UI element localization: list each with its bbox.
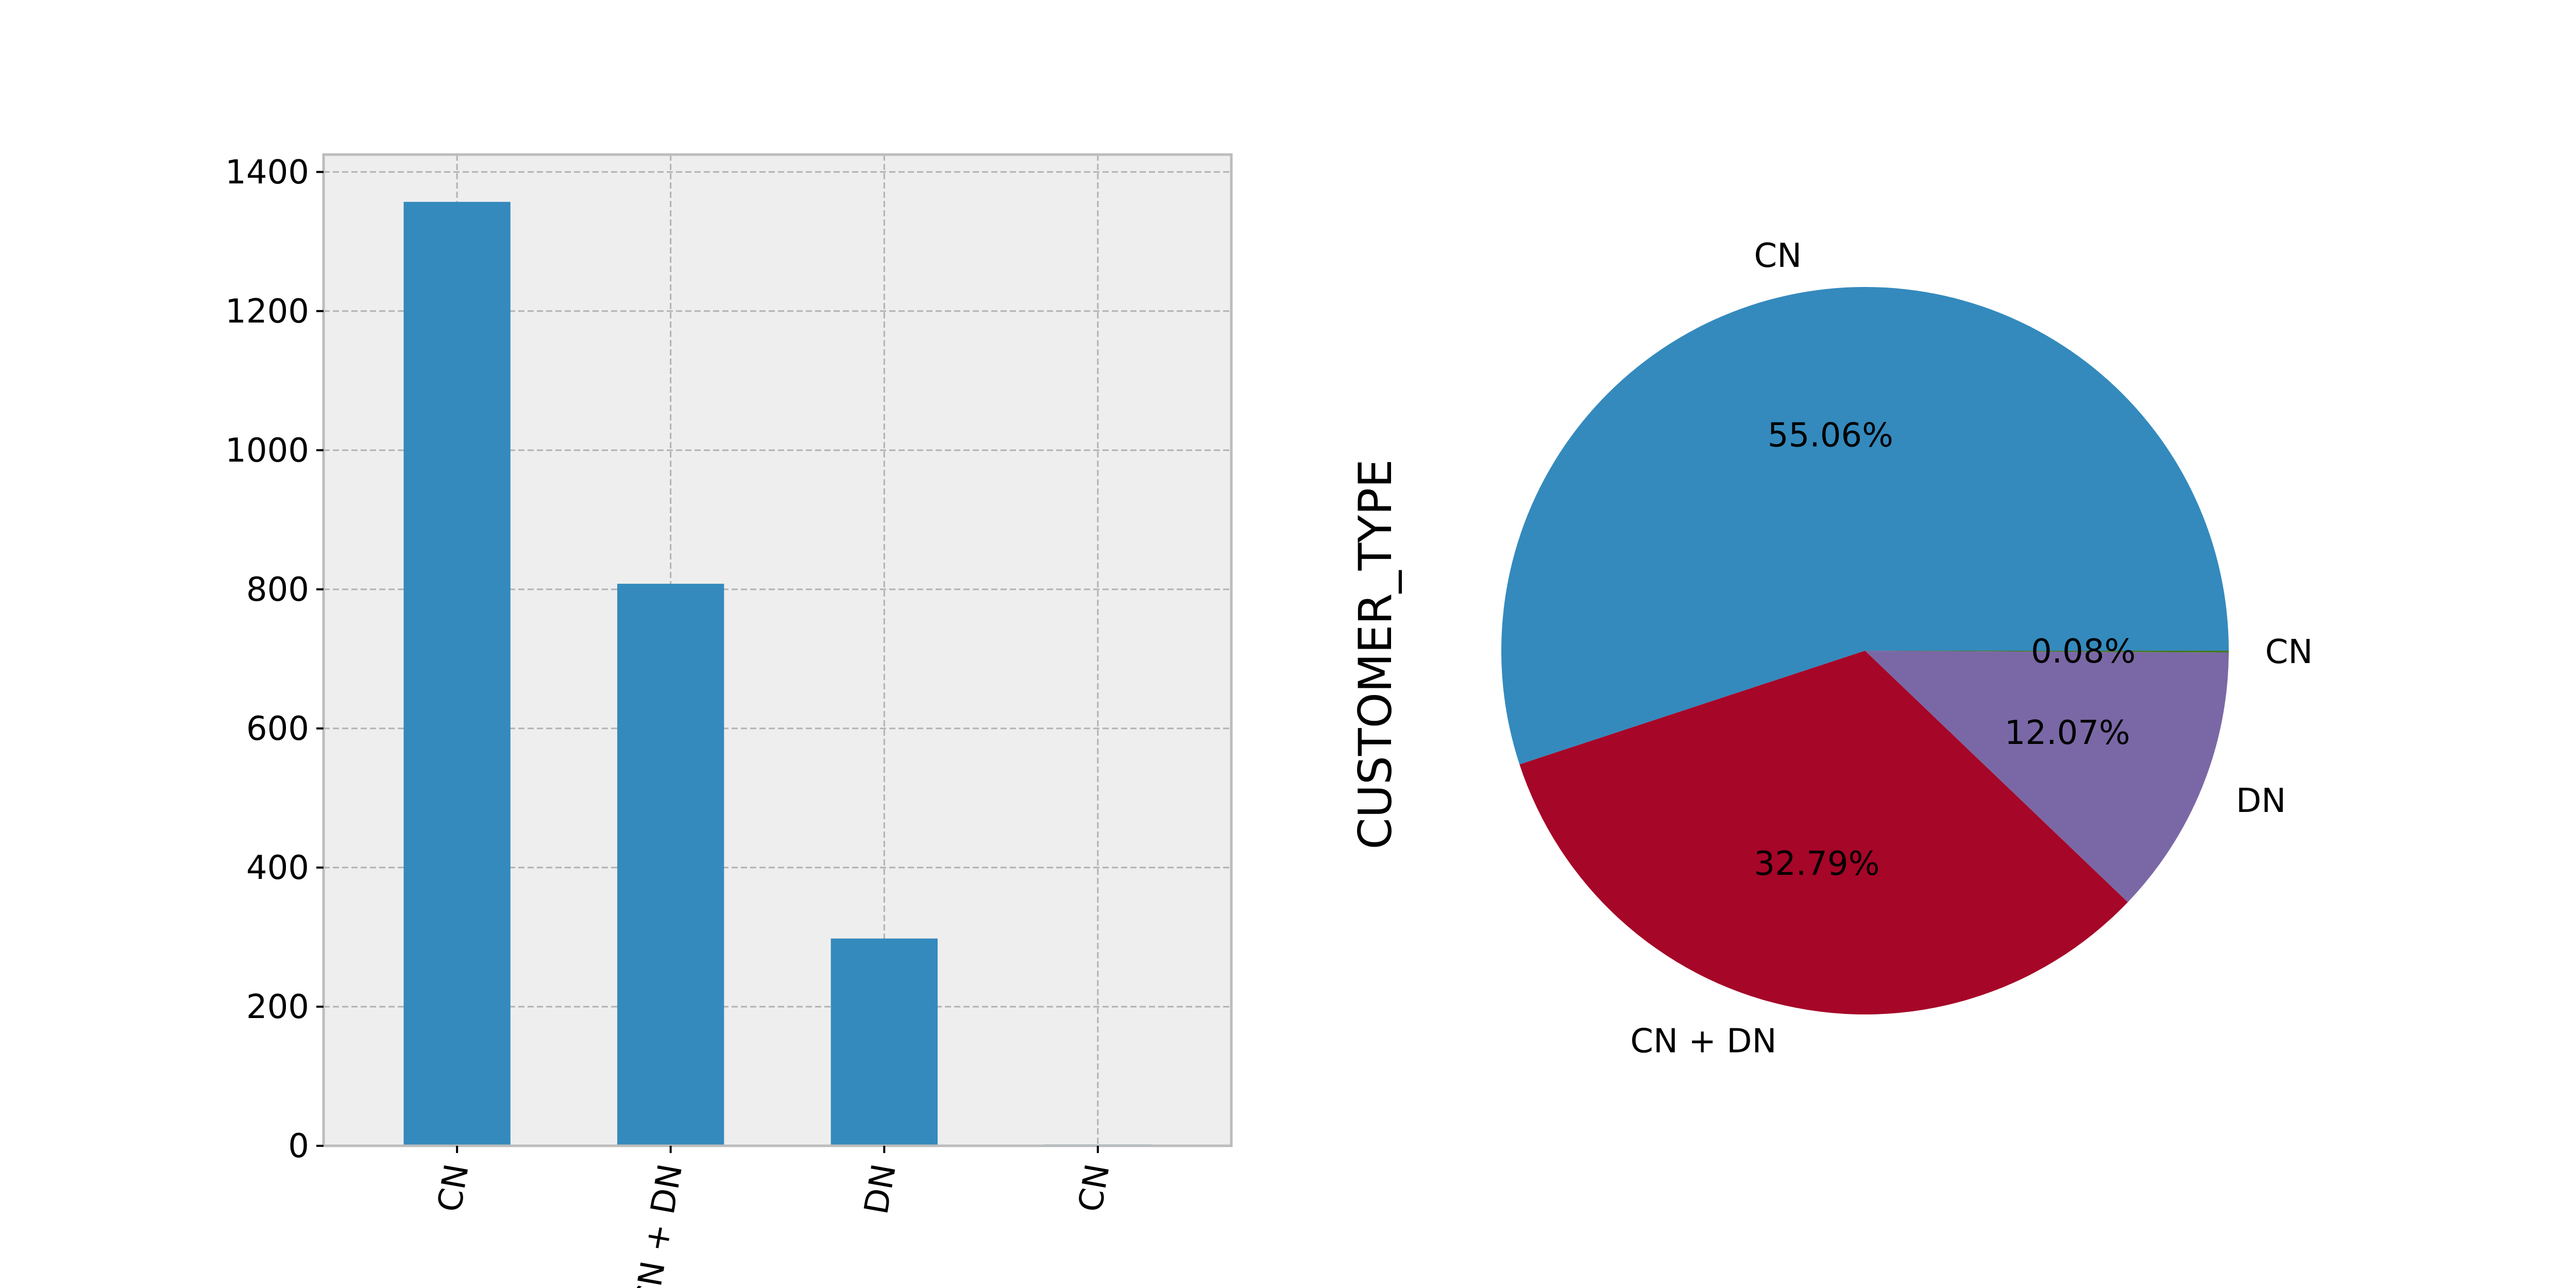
bar [403, 201, 511, 1146]
bar-y-tick-label: 1000 [225, 432, 309, 470]
pie-percent-label: 0.08% [2031, 633, 2136, 671]
pie-category-label: DN [2236, 782, 2286, 820]
pie-percent-label: 12.07% [2005, 714, 2130, 752]
pie-category-label: CN + DN [1630, 1022, 1776, 1060]
bar-y-tick-label: 1200 [225, 293, 309, 331]
pie-slice [1865, 651, 2229, 903]
pie-slices [1501, 287, 2229, 1014]
bar-plot-frame [322, 153, 1233, 1147]
pie-slice [1519, 651, 2128, 1014]
bar-x-tick-label: CN [431, 1161, 477, 1215]
pie-percent-label: 55.06% [1768, 417, 1893, 455]
pie-slice [1501, 287, 2229, 765]
pie-percent-label: 32.79% [1754, 845, 1879, 883]
pie-slice [1865, 651, 2229, 653]
bar-x-tick-labels: CN CN + DN DN CN [431, 1161, 1117, 1288]
bar [617, 584, 724, 1146]
bar-y-tick-label: 400 [246, 849, 309, 887]
bar-y-tick-label: 600 [246, 710, 309, 748]
pie-percent-labels: 55.06% 32.79% 12.07% 0.08% [1754, 417, 2136, 883]
bar-bars [403, 201, 1151, 1146]
bar-chart: 0 200 400 600 800 1000 1200 1400 CN CN + DN DN CN [225, 153, 1233, 1288]
pie-category-labels: CN CN + DN DN CN [1630, 237, 2313, 1060]
bar-x-tick-label: CN [1072, 1161, 1117, 1215]
pie-category-label: CN [2265, 633, 2313, 671]
pie-category-label: CN [1754, 237, 1802, 275]
bar-y-tick-label: 200 [246, 988, 309, 1026]
bar-x-tick-label: CN + DN [627, 1161, 690, 1288]
bar-y-tick-label: 800 [246, 571, 309, 609]
bar-ticks [316, 171, 1099, 1153]
pie-chart: CUSTOMER_TYPE 55.06% 32.79% 12.07% 0.08% CN… [1349, 237, 2313, 1060]
pie-y-axis-label: CUSTOMER_TYPE [1349, 459, 1402, 850]
bar-y-tick-label: 1400 [225, 154, 309, 192]
bar [831, 938, 938, 1146]
bar-y-tick-labels: 0 200 400 600 800 1000 1200 1400 [225, 154, 309, 1165]
bar-x-tick-label: DN [857, 1161, 904, 1217]
bar-y-tick-label: 0 [288, 1127, 309, 1165]
